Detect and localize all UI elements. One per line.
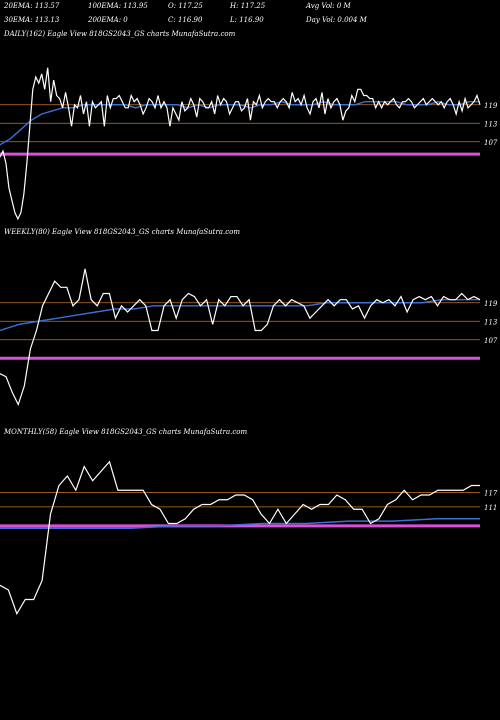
weekly-ema-line <box>0 298 480 332</box>
avg-volume-value: Avg Vol: 0 M <box>306 2 351 10</box>
daily-tick-label-1: 113 <box>484 120 498 128</box>
daily-tick-label-0: 119 <box>484 102 498 110</box>
low-value: L: 116.90 <box>230 16 264 24</box>
daily-tick-label-2: 107 <box>484 139 498 147</box>
ema30-value: 30EMA: 113.13 <box>4 16 60 24</box>
open-value: O: 117.25 <box>168 2 203 10</box>
weekly-panel-label: WEEKLY(80) Eagle View 818GS2043_GS chart… <box>4 228 240 236</box>
monthly-panel-label: MONTHLY(58) Eagle View 818GS2043_GS char… <box>4 428 248 436</box>
close-value: C: 116.90 <box>168 16 203 24</box>
monthly-ema-line <box>0 518 480 529</box>
monthly-price-line <box>0 460 480 616</box>
weekly-tick-label-0: 119 <box>484 300 498 308</box>
weekly-price-line <box>0 268 481 407</box>
day-volume-value: Day Vol: 0.004 M <box>306 16 367 24</box>
weekly-tick-label-1: 113 <box>484 318 498 326</box>
ema100-value: 100EMA: 113.95 <box>88 2 148 10</box>
daily-price-line <box>0 67 481 221</box>
weekly-tick-label-2: 107 <box>484 337 498 345</box>
monthly-tick-label-0: 117 <box>484 490 498 498</box>
high-value: H: 117.25 <box>230 2 266 10</box>
monthly-tick-label-1: 111 <box>484 504 497 512</box>
ema200-value: 200EMA: 0 <box>88 16 128 24</box>
daily-panel-label: DAILY(162) Eagle View 818GS2043_GS chart… <box>4 30 236 38</box>
ema20-value: 20EMA: 113.57 <box>4 2 60 10</box>
